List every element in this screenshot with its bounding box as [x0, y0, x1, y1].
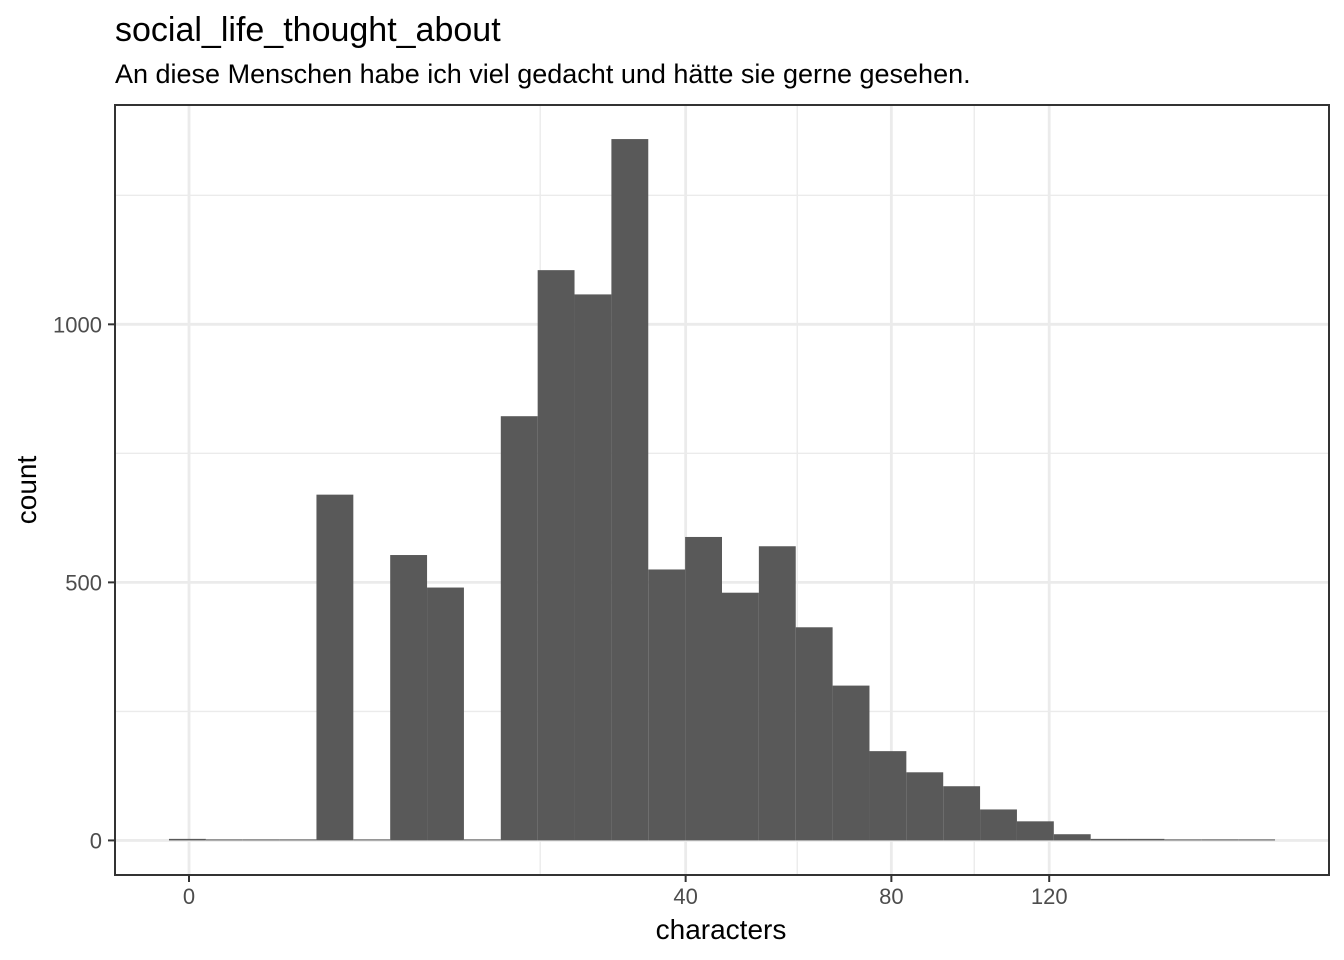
x-tick-label: 120: [1031, 884, 1068, 909]
histogram-bar: [722, 592, 759, 841]
histogram-bar: [1238, 839, 1276, 841]
histogram-bar: [795, 627, 833, 841]
y-tick-label: 1000: [53, 312, 102, 337]
x-tick-label: 0: [183, 884, 195, 909]
histogram-bar: [1053, 834, 1091, 841]
histogram-bar: [168, 838, 206, 841]
histogram-bar: [685, 536, 722, 841]
histogram-bar: [390, 555, 428, 841]
histogram-bar: [242, 839, 280, 841]
histogram-bar: [943, 786, 981, 841]
x-tick-label: 80: [879, 884, 903, 909]
x-axis-title: characters: [656, 914, 787, 945]
histogram-bar: [279, 839, 317, 841]
panel-border: [114, 104, 1330, 876]
chart-title: social_life_thought_about: [115, 11, 501, 49]
x-tick-label: 40: [673, 884, 697, 909]
y-tick-label: 0: [90, 828, 102, 853]
histogram-bar: [463, 839, 501, 841]
histogram-bar: [1016, 821, 1054, 841]
histogram-bar: [1164, 839, 1202, 841]
chart-subtitle: An diese Menschen habe ich viel gedacht …: [115, 59, 971, 89]
histogram-bar: [537, 270, 575, 841]
histogram-bar: [832, 685, 870, 841]
histogram-bar: [869, 751, 907, 841]
histogram-bar: [648, 569, 686, 841]
histogram-bar: [574, 294, 612, 841]
histogram-bar: [1201, 839, 1239, 841]
histogram-bar: [611, 139, 649, 841]
y-axis-title: count: [11, 456, 42, 525]
histogram-bar: [980, 809, 1017, 841]
histogram-bar: [1127, 838, 1165, 841]
histogram-bar: [906, 772, 944, 841]
y-tick-label: 500: [65, 570, 102, 595]
histogram-bar: [500, 416, 538, 841]
histogram-bar: [758, 546, 796, 841]
histogram-bar: [205, 839, 243, 841]
histogram-bars: [168, 139, 1276, 841]
histogram-bar: [316, 494, 354, 841]
histogram-bar: [427, 587, 464, 841]
axis-ticks: 0 500 1000 0 40 80 120: [53, 312, 1068, 909]
histogram-bar: [353, 839, 391, 841]
histogram-bar: [1090, 838, 1128, 841]
